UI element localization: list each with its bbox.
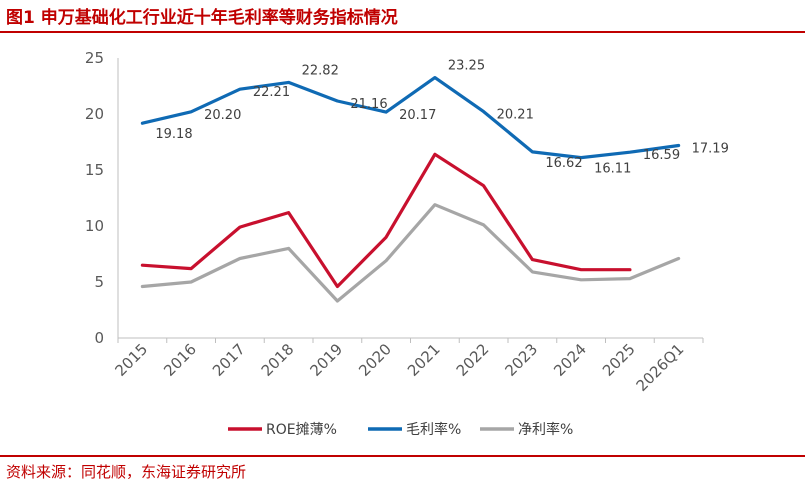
series-line-1 (140, 76, 681, 160)
y-tick-label: 0 (94, 329, 104, 347)
x-tick-label: 2025 (599, 340, 639, 380)
y-tick-label: 25 (85, 49, 104, 67)
source-divider (0, 455, 805, 457)
chart-data-labels: 19.18 20.20 22.21 22.82 21.16 20.17 23.25 20.21… (155, 59, 728, 177)
series-line-0 (140, 152, 632, 289)
figure-title: 图1 申万基础化工行业近十年毛利率等财务指标情况 (6, 8, 398, 28)
legend-label: 净利率% (518, 421, 573, 438)
y-tick-label: 5 (94, 273, 104, 291)
data-label: 21.16 (350, 97, 387, 112)
data-label: 16.62 (545, 156, 582, 171)
y-tick-label: 20 (85, 105, 104, 123)
x-tick-label: 2019 (306, 340, 346, 380)
y-tick-label: 10 (85, 217, 104, 235)
x-tick-label: 2023 (501, 340, 541, 380)
x-tick-label: 2016 (160, 340, 200, 380)
data-label: 17.19 (692, 141, 729, 156)
data-label: 20.20 (204, 108, 241, 123)
x-tick-label: 2015 (111, 340, 151, 380)
chart-plot-area (140, 76, 681, 303)
x-tick-label: 2018 (258, 340, 298, 380)
x-tick-label: 2024 (550, 340, 590, 380)
data-label: 22.21 (253, 85, 290, 100)
data-label: 16.59 (643, 148, 680, 163)
y-tick-label: 15 (85, 161, 104, 179)
x-tick-label: 2020 (355, 340, 395, 380)
x-tick-label: 2021 (404, 340, 444, 380)
series-line-2 (140, 203, 681, 303)
data-label: 20.21 (497, 108, 534, 123)
x-tick-label: 2022 (453, 340, 493, 380)
data-label: 19.18 (155, 127, 192, 142)
x-tick-label: 2017 (209, 340, 249, 380)
x-tick-label: 2026Q1 (633, 340, 688, 395)
data-label: 16.11 (594, 162, 631, 177)
legend-label: 毛利率% (406, 421, 461, 438)
data-label: 22.82 (302, 63, 339, 78)
title-divider (0, 31, 805, 33)
data-label: 20.17 (399, 108, 436, 123)
legend-label: ROE摊薄% (266, 422, 337, 438)
source-note: 资料来源：同花顺，东海证券研究所 (6, 463, 247, 481)
data-label: 23.25 (448, 59, 485, 74)
chart-legend: ROE摊薄% 毛利率% 净利率% (228, 421, 573, 438)
